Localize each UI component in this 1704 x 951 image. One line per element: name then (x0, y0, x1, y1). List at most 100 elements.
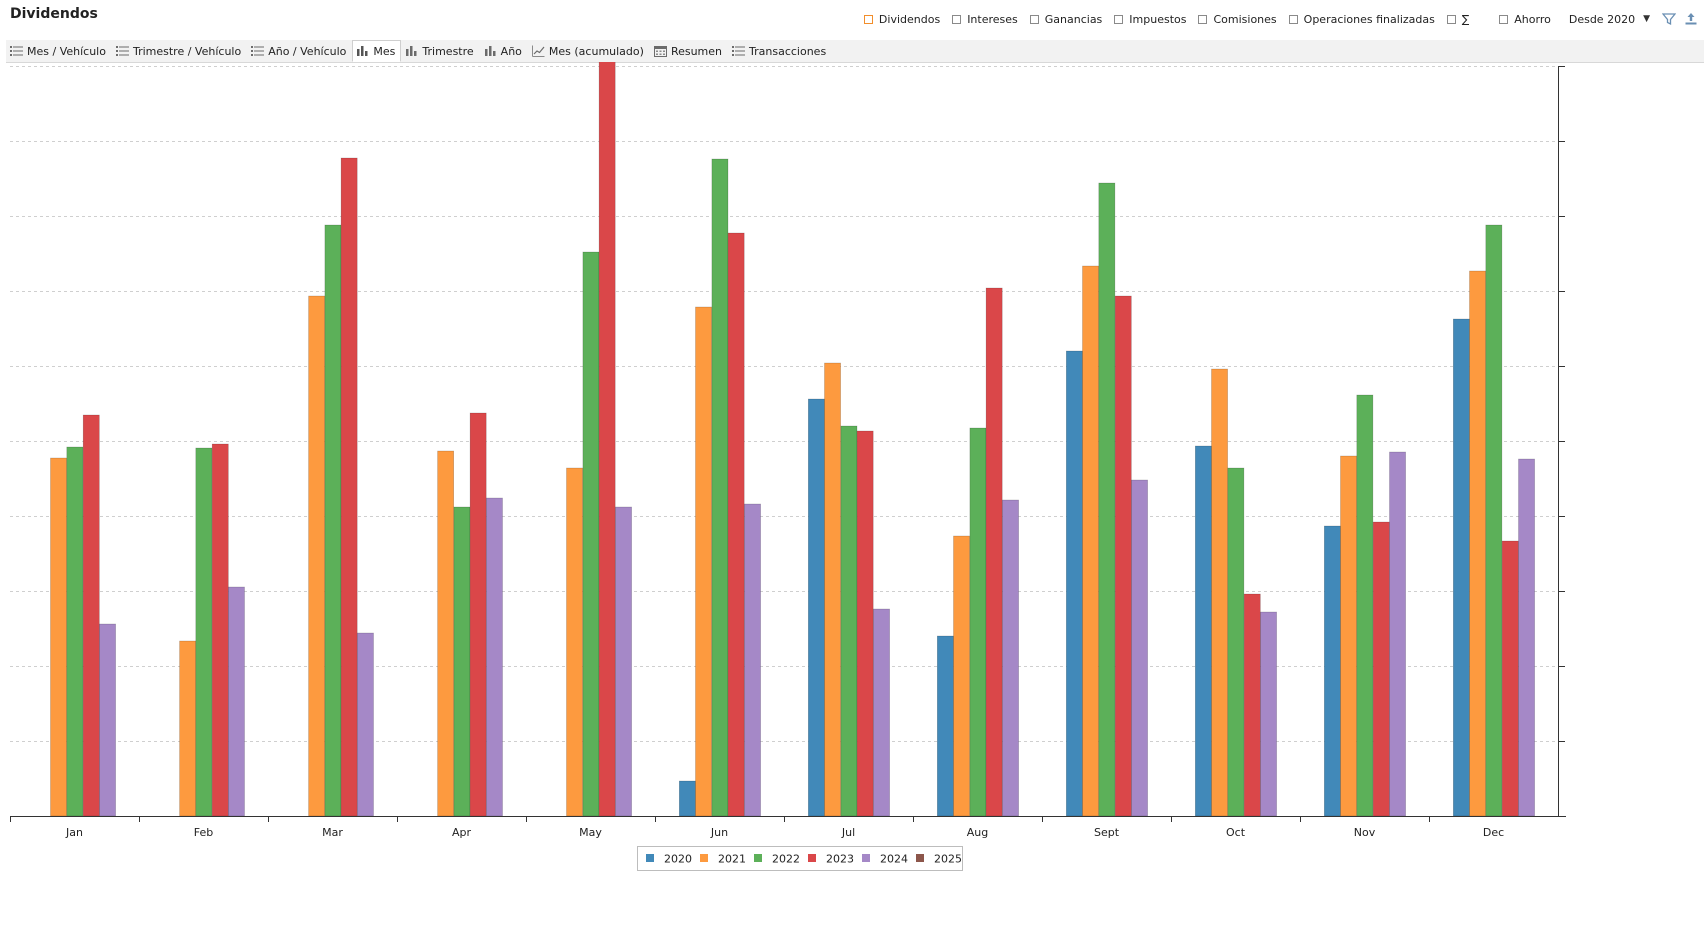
since-dropdown[interactable]: Desde 2020 (1568, 12, 1636, 26)
tab-trimestre-vehiculo[interactable]: Trimestre / Vehículo (112, 40, 247, 62)
bar-2024-nov[interactable] (1389, 451, 1406, 817)
filter-icon[interactable] (1660, 10, 1678, 28)
bar-2020-aug[interactable] (936, 635, 954, 817)
bar-2021-jun[interactable] (695, 306, 712, 817)
bar-2021-oct[interactable] (1211, 368, 1228, 817)
tab-mes-vehiculo[interactable]: Mes / Vehículo (6, 40, 112, 62)
legend-label-2022[interactable]: 2022 (772, 853, 800, 866)
bar-2021-aug[interactable] (953, 535, 970, 817)
checkbox[interactable] (1499, 14, 1509, 24)
filter-label: Dividendos (878, 12, 941, 26)
bar-2022-nov[interactable] (1356, 394, 1374, 817)
bar-2021-apr[interactable] (437, 450, 455, 817)
x-tick-label: Jan (65, 826, 83, 839)
tab-mes-acumulado[interactable]: Mes (acumulado) (528, 40, 650, 62)
bar-2022-mar[interactable] (324, 224, 342, 817)
export-icon[interactable] (1682, 10, 1700, 28)
filter-sum[interactable]: ∑ (1446, 13, 1487, 26)
tab-ano-vehiculo[interactable]: Año / Vehículo (247, 40, 352, 62)
bar-2024-mar[interactable] (357, 632, 374, 817)
bar-2024-jan[interactable] (99, 623, 116, 817)
bar-2020-dec[interactable] (1453, 318, 1470, 817)
bar-2021-feb[interactable] (179, 640, 197, 817)
bar-2023-aug[interactable] (985, 287, 1003, 817)
bar-2023-nov[interactable] (1372, 521, 1390, 817)
bar-2024-dec[interactable] (1518, 458, 1535, 817)
checkbox[interactable] (1198, 14, 1208, 24)
bar-2023-jul[interactable] (856, 430, 874, 817)
list-icon (251, 45, 265, 57)
tab-trimestre[interactable]: Trimestre (401, 40, 479, 62)
filter-intereses[interactable]: Intereses (952, 13, 1018, 26)
bar-2021-mar[interactable] (308, 295, 326, 817)
bar-2023-may[interactable] (598, 62, 616, 817)
legend-swatch-2020 (646, 854, 654, 862)
bar-2022-may[interactable] (582, 251, 600, 817)
checkbox[interactable] (1288, 14, 1298, 24)
x-tick-label: Sept (1094, 826, 1120, 839)
bar-2022-oct[interactable] (1227, 467, 1245, 817)
filter-dividendos[interactable]: Dividendos (863, 12, 941, 26)
filter-ganancias[interactable]: Ganancias (1029, 13, 1102, 26)
x-axis-labels: Jan Feb Mar Apr May Jun Jul Aug Sept Oct Nov Dec (65, 826, 1504, 839)
bar-2020-jun[interactable] (678, 780, 696, 817)
filter-ahorro[interactable]: Ahorro (1499, 13, 1551, 26)
legend-label-2025[interactable]: 2025 (934, 853, 962, 866)
bar-2020-oct[interactable] (1195, 445, 1212, 817)
tab-ano[interactable]: Año (480, 40, 528, 62)
bar-2024-feb[interactable] (228, 586, 245, 817)
bar-2024-jun[interactable] (744, 503, 761, 817)
bar-2022-apr[interactable] (453, 506, 471, 817)
bar-2022-jul[interactable] (840, 425, 858, 817)
bar-2024-jul[interactable] (873, 608, 890, 817)
view-tabs: Mes / Vehículo Trimestre / Vehículo Año … (6, 40, 1704, 63)
bar-2024-apr[interactable] (486, 497, 503, 817)
filter-impuestos[interactable]: Impuestos (1114, 13, 1186, 26)
bar-2024-may[interactable] (615, 506, 632, 817)
bar-2020-nov[interactable] (1324, 525, 1341, 817)
x-tick-label: Jun (710, 826, 728, 839)
bar-2021-nov[interactable] (1340, 455, 1357, 817)
checkbox[interactable] (1446, 14, 1456, 24)
checkbox[interactable] (1114, 14, 1124, 24)
bar-2023-jan[interactable] (82, 414, 100, 817)
bar-2022-jan[interactable] (66, 446, 84, 817)
tab-label: Mes / Vehículo (27, 44, 106, 58)
bar-2023-mar[interactable] (340, 157, 358, 817)
bar-2021-sept[interactable] (1082, 265, 1099, 817)
checkbox[interactable] (952, 14, 962, 24)
bar-2021-may[interactable] (566, 467, 583, 817)
bar-2023-oct[interactable] (1243, 593, 1261, 817)
bar-2022-sept[interactable] (1098, 182, 1116, 817)
chevron-down-icon[interactable]: ▼ (1643, 14, 1650, 24)
tab-transacciones[interactable]: Transacciones (728, 40, 832, 62)
bar-2021-dec[interactable] (1469, 270, 1486, 817)
legend-label-2023[interactable]: 2023 (826, 853, 854, 866)
bar-2020-sept[interactable] (1066, 350, 1083, 817)
bar-2023-dec[interactable] (1501, 540, 1519, 817)
filter-comisiones[interactable]: Comisiones (1198, 13, 1277, 26)
tab-mes[interactable]: Mes (352, 40, 402, 62)
legend-label-2024[interactable]: 2024 (880, 853, 908, 866)
bar-2024-sept[interactable] (1131, 479, 1148, 817)
bar-2023-jun[interactable] (727, 232, 745, 817)
bar-2020-jul[interactable] (807, 398, 825, 817)
checkbox[interactable] (1029, 14, 1039, 24)
bar-2022-feb[interactable] (195, 447, 213, 817)
legend-label-2021[interactable]: 2021 (718, 853, 746, 866)
bar-2021-jan[interactable] (50, 457, 67, 817)
bar-2024-oct[interactable] (1260, 611, 1277, 817)
checkbox[interactable] (863, 14, 873, 24)
bar-2022-jun[interactable] (711, 158, 729, 817)
bar-2024-aug[interactable] (1002, 499, 1019, 817)
bar-2021-jul[interactable] (824, 362, 841, 817)
bar-2023-feb[interactable] (211, 443, 229, 817)
x-tick-label: Feb (194, 826, 213, 839)
bar-2023-sept[interactable] (1114, 295, 1132, 817)
bar-2022-dec[interactable] (1485, 224, 1503, 817)
bar-2023-apr[interactable] (469, 412, 487, 817)
bar-2022-aug[interactable] (969, 427, 987, 817)
tab-resumen[interactable]: Resumen (650, 40, 728, 62)
filter-operaciones-finalizadas[interactable]: Operaciones finalizadas (1288, 13, 1435, 26)
legend-label-2020[interactable]: 2020 (664, 853, 692, 866)
